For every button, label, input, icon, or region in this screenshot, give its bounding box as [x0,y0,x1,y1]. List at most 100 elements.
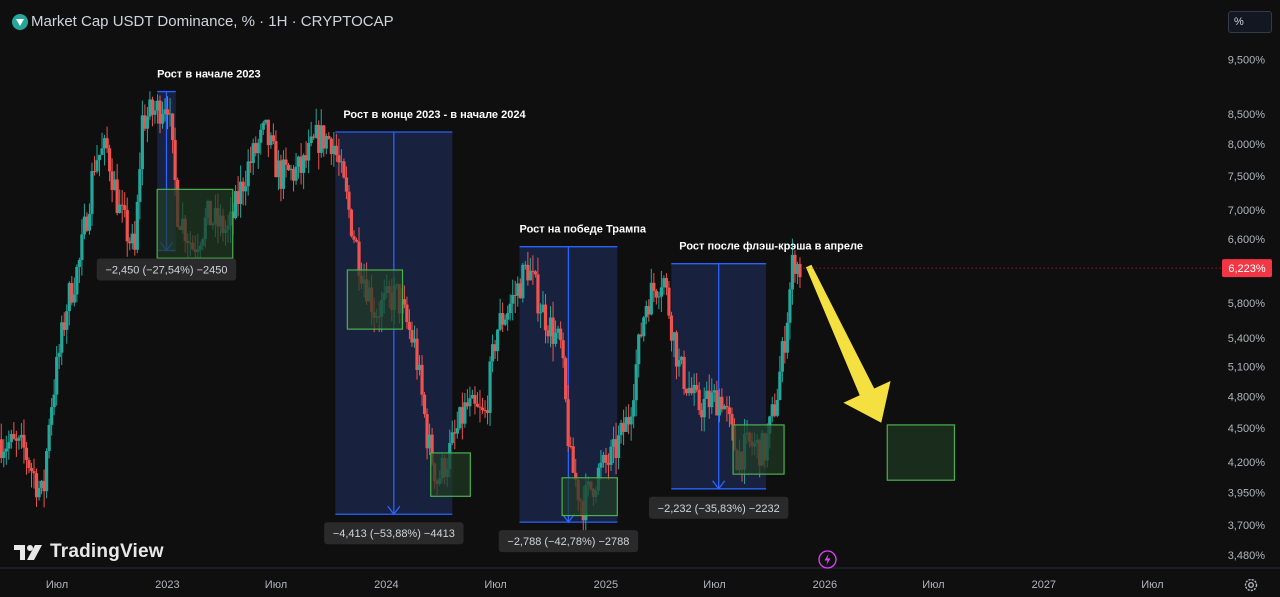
measure-label: −2,788 (−42,78%) −2788 [507,536,629,548]
candle [309,136,313,143]
measure-label: −2,450 (−27,54%) −2450 [105,264,227,276]
y-tick-label: 3,700% [1228,520,1266,532]
measure-arrow-head [712,480,726,490]
y-tick-label: 9,500% [1228,54,1266,66]
candle [170,113,175,140]
candle [47,424,51,452]
percent-scale-button[interactable]: % [1228,11,1272,33]
candle [508,303,512,314]
candle [564,358,568,400]
candle [526,264,530,281]
candle [344,177,349,192]
candle [244,186,248,192]
candle [108,148,112,172]
candle [82,216,87,235]
candle [113,179,117,190]
candle [599,462,603,468]
candle [130,233,134,244]
candle [62,322,66,330]
candle [337,155,341,163]
candle [780,341,784,372]
y-tick-label: 5,100% [1228,361,1266,373]
candle [407,322,412,331]
candle [87,213,92,231]
candle [173,139,177,181]
candle [296,156,301,167]
candle [604,454,608,463]
candle [45,451,49,492]
candle [511,294,515,304]
candle [42,480,46,492]
candle [528,270,532,281]
candle [657,296,661,298]
candle [102,138,107,149]
candle [611,439,616,447]
candle [548,317,553,337]
candle [349,209,354,237]
candle [302,155,306,173]
annotation-label: Рост после флэш-крэша в апреле [679,241,863,253]
settings-gear-icon[interactable] [1243,577,1259,593]
candle [276,160,281,178]
candle [606,462,611,465]
candle [256,142,260,154]
candle [425,414,429,449]
candle [488,361,492,413]
candle [241,181,245,192]
candle [57,352,61,357]
candle [153,110,157,115]
tradingview-logo[interactable]: TradingView [14,541,164,563]
candle [286,164,291,171]
candle [417,364,422,370]
candle [541,304,545,313]
lightning-icon[interactable] [818,550,837,569]
candle [261,122,265,130]
measure-label: −4,413 (−53,88%) −4413 [333,528,455,540]
candle [415,338,419,370]
candle [785,322,789,353]
candle [687,387,691,394]
x-tick-label: Июл [484,579,506,591]
candle [533,271,538,275]
candle [289,168,293,171]
candle [493,344,497,352]
x-tick-label: Июл [922,579,944,591]
candle [327,135,331,139]
candle [430,434,434,464]
candle [322,125,326,149]
measure-arrow-head [387,505,401,516]
candle [455,428,459,434]
y-tick-label: 5,400% [1228,333,1266,345]
candle [707,390,711,408]
candle [450,432,454,444]
candle [75,266,79,295]
candle [420,364,424,395]
candle [725,405,729,408]
candle [480,407,485,410]
candle [667,287,671,316]
candle [17,437,21,441]
candle [770,404,774,417]
candle [239,181,243,204]
x-tick-label: 2026 [813,579,837,591]
candle [664,278,669,288]
candle [715,390,719,416]
highlight-box [430,452,471,497]
candle [501,313,505,325]
candle [85,216,89,231]
y-tick-label: 3,950% [1228,488,1266,500]
candle [705,390,709,399]
candle [332,145,336,155]
candle [647,306,651,315]
x-tick-label: 2024 [374,579,398,591]
candle [251,143,255,163]
candle [143,115,147,129]
candle [236,191,240,204]
candle [682,356,686,390]
candle [246,161,250,187]
candle [271,135,275,142]
candle [627,417,631,425]
candle [556,328,560,333]
candle [654,290,658,298]
